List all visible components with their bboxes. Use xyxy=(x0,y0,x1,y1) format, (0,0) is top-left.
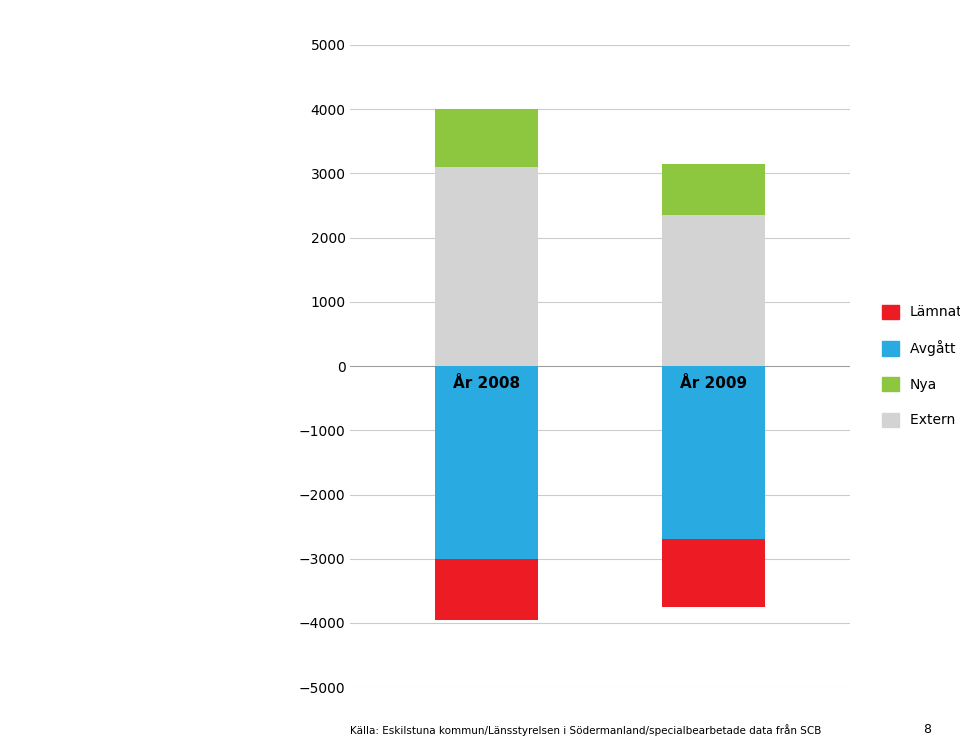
Bar xyxy=(436,109,538,167)
Bar xyxy=(436,366,538,559)
Bar xyxy=(436,559,538,620)
Legend: Lämnat, Avgått externt, Nya, Extern rekrytering: Lämnat, Avgått externt, Nya, Extern rekr… xyxy=(876,299,960,433)
Text: År 2009: År 2009 xyxy=(680,376,747,391)
Bar xyxy=(662,215,764,366)
Bar xyxy=(662,539,764,607)
Bar xyxy=(436,167,538,366)
Text: År 2008: År 2008 xyxy=(453,376,520,391)
Bar xyxy=(662,366,764,539)
Bar xyxy=(662,164,764,215)
Text: Källa: Eskilstuna kommun/Länsstyrelsen i Södermanland/specialbearbetade data frå: Källa: Eskilstuna kommun/Länsstyrelsen i… xyxy=(350,724,822,736)
Text: 8: 8 xyxy=(924,723,931,736)
